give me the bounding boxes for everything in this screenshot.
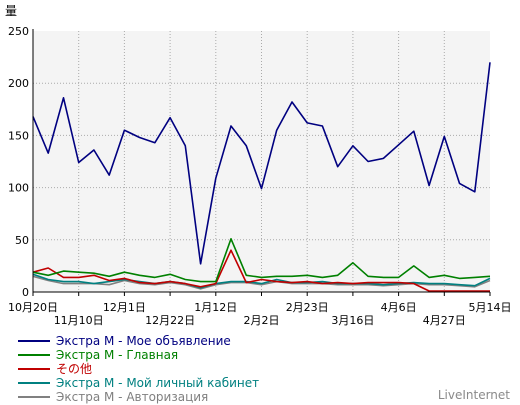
series-line	[32, 62, 491, 265]
y-tick-label: 150	[8, 129, 29, 142]
x-tick-label: 2月23日	[286, 301, 329, 314]
legend-item: Экстра М - Главная	[18, 348, 259, 362]
x-tick-label: 12月1日	[103, 301, 146, 314]
y-axis-label: 量	[5, 4, 17, 18]
legend-label: Экстра М - Мой личный кабинет	[56, 376, 260, 390]
legend-item: Экстра М - Авторизация	[18, 390, 259, 404]
y-tick-label: 250	[8, 25, 29, 38]
x-tick-label: 11月10日	[54, 314, 104, 327]
x-tick-label: 2月2日	[244, 314, 280, 327]
legend-swatch	[18, 340, 50, 342]
legend-label: その他	[56, 362, 93, 376]
legend-item: Экстра М - Мое объявление	[18, 334, 259, 348]
legend: Экстра М - Мое объявление Экстра М - Глав…	[18, 334, 259, 404]
legend-swatch	[18, 382, 50, 384]
y-tick-label: 50	[15, 234, 29, 247]
brand-label: LiveInternet	[437, 388, 510, 402]
legend-swatch	[18, 354, 50, 356]
legend-label: Экстра М - Главная	[56, 348, 179, 362]
series-line	[32, 273, 491, 289]
series-line	[32, 249, 490, 292]
y-tick-label: 100	[8, 182, 29, 195]
x-tick-label: 5月14日	[469, 301, 512, 314]
y-tick-label: 200	[8, 77, 29, 90]
x-tick-label: 4月6日	[381, 301, 417, 314]
legend-swatch	[18, 396, 50, 398]
x-tick-label: 1月12日	[194, 301, 237, 314]
x-tick-label: 3月16日	[331, 314, 374, 327]
legend-item: その他	[18, 362, 259, 376]
legend-label: Экстра М - Мое объявление	[56, 334, 231, 348]
x-tick-label: 4月27日	[423, 314, 466, 327]
y-tick-labels: 0 50 100 150 200 250	[8, 25, 29, 299]
plot-area	[33, 31, 490, 292]
series-lines	[32, 62, 491, 292]
series-line	[32, 238, 491, 283]
x-tick-label: 12月22日	[145, 314, 195, 327]
line-chart: 量 0 50 100 150 200 250 10月20日11月10日12月1日12月22…	[5, 4, 512, 327]
legend-label: Экстра М - Авторизация	[56, 390, 209, 404]
legend-swatch	[18, 368, 50, 370]
x-tick-label: 10月20日	[8, 301, 58, 314]
y-tick-label: 0	[22, 286, 29, 299]
legend-item: Экстра М - Мой личный кабинет	[18, 376, 259, 390]
